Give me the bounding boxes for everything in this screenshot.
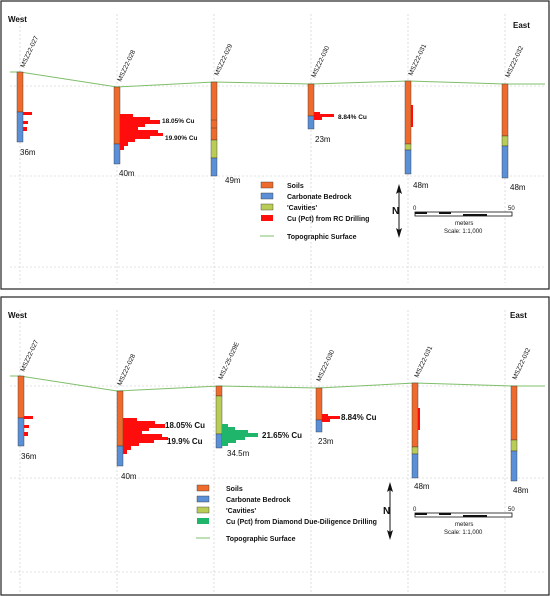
topographic-surface bbox=[10, 71, 545, 88]
east-label: East bbox=[513, 21, 530, 30]
hole-depth: 40m bbox=[121, 472, 137, 481]
drillhole-027 bbox=[16, 71, 32, 143]
scale-bar bbox=[414, 211, 513, 217]
hole-depth: 48m bbox=[413, 181, 429, 190]
drillhole-030 bbox=[307, 83, 334, 130]
legend-label: 'Cavities' bbox=[287, 205, 318, 212]
legend-label: Cu (Pct) from Diamond Due-Diligence Dril… bbox=[226, 519, 377, 526]
legend-label: Carbonate Bedrock bbox=[226, 497, 291, 504]
legend-label: Carbonate Bedrock bbox=[287, 194, 352, 201]
drillhole-029 bbox=[210, 81, 218, 177]
north-arrow-icon bbox=[387, 482, 393, 540]
west-label: West bbox=[8, 311, 27, 320]
hole-depth: 23m bbox=[318, 437, 334, 446]
scale-fifty: 50 bbox=[508, 507, 515, 513]
panel-bottom: West East MSZ22-027 MSZ22-028 MSZ-25-029… bbox=[0, 296, 550, 596]
legend-label: Soils bbox=[287, 183, 304, 190]
north-label: N bbox=[392, 206, 399, 217]
panel-frame bbox=[0, 0, 550, 290]
hole-depth: 23m bbox=[315, 135, 331, 144]
drillhole-032 bbox=[501, 83, 509, 179]
drillhole-032 bbox=[510, 385, 518, 482]
drillhole-029e bbox=[215, 385, 258, 449]
drillhole-028 bbox=[116, 390, 168, 467]
cu-grade-label: 18.05% Cu bbox=[165, 421, 205, 430]
scale-ratio: Scale: 1:1,000 bbox=[444, 530, 483, 536]
east-label: East bbox=[510, 311, 527, 320]
hole-depth: 36m bbox=[20, 148, 36, 157]
hole-depth: 40m bbox=[119, 169, 135, 178]
drillhole-030 bbox=[315, 387, 340, 433]
scale-zero: 0 bbox=[413, 507, 417, 513]
drillhole-031 bbox=[411, 382, 420, 479]
west-label: West bbox=[8, 15, 27, 24]
hole-depth: 48m bbox=[414, 482, 430, 491]
scale-units: meters bbox=[455, 221, 473, 227]
north-label: N bbox=[383, 506, 390, 517]
panel-frame bbox=[0, 296, 550, 596]
hole-depth: 34.5m bbox=[227, 449, 250, 458]
cu-grade-label: 8.84% Cu bbox=[338, 114, 367, 121]
scale-ratio: Scale: 1:1,000 bbox=[444, 229, 483, 235]
cu-grade-label: 18.05% Cu bbox=[162, 118, 195, 125]
scale-units: meters bbox=[455, 522, 473, 528]
cu-grade-label: 19.9% Cu bbox=[167, 437, 203, 446]
drillhole-027 bbox=[17, 375, 33, 447]
legend-label: 'Cavities' bbox=[226, 508, 257, 515]
hole-depth: 48m bbox=[510, 183, 526, 192]
hole-depth: 48m bbox=[513, 486, 529, 495]
legend-label: Soils bbox=[226, 486, 243, 493]
legend-label: Topographic Surface bbox=[226, 536, 296, 543]
grid bbox=[10, 310, 545, 592]
panel-top: West East MSZ22-027 MSZ22-028 MSZ22-029 … bbox=[0, 0, 550, 290]
cu-grade-label: 8.84% Cu bbox=[341, 413, 377, 422]
drillhole-028 bbox=[113, 86, 163, 165]
cu-histogram-red bbox=[123, 418, 168, 454]
cu-grade-label: 19.90% Cu bbox=[165, 135, 198, 142]
cu-grade-label: 21.65% Cu bbox=[262, 431, 302, 440]
cu-histogram-red bbox=[120, 114, 163, 150]
legend-label: Cu (Pct) from RC Drilling bbox=[287, 216, 369, 223]
cu-histogram-green bbox=[222, 424, 258, 446]
scale-bar bbox=[414, 512, 513, 518]
north-arrow-icon bbox=[396, 184, 402, 238]
legend-label: Topographic Surface bbox=[287, 234, 357, 241]
topographic-surface bbox=[10, 375, 545, 392]
legend: Soils Carbonate Bedrock 'Cavities' Cu (P… bbox=[260, 181, 369, 241]
grid bbox=[10, 14, 545, 283]
hole-depth: 36m bbox=[21, 452, 37, 461]
scale-fifty: 50 bbox=[508, 206, 515, 212]
drillhole-031 bbox=[404, 80, 413, 175]
legend: Soils Carbonate Bedrock 'Cavities' Cu (P… bbox=[196, 484, 377, 543]
scale-zero: 0 bbox=[413, 206, 417, 212]
hole-depth: 49m bbox=[225, 176, 241, 185]
